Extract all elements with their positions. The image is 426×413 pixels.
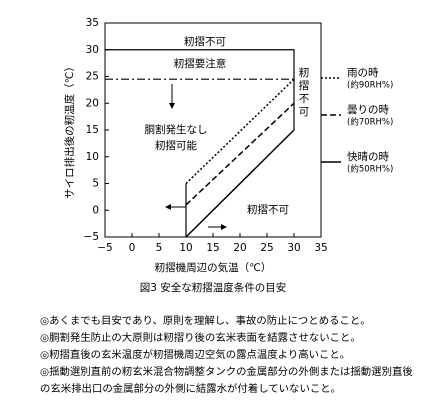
x-tick-label: −5: [97, 242, 112, 254]
annotation: 籾摺要注意: [174, 57, 227, 70]
y-tick-label: 15: [86, 124, 99, 136]
annotation: 籾: [299, 67, 310, 79]
y-tick-label: 10: [86, 151, 99, 163]
note: ◎揺動選別直前の籾玄米混合物調整タンクの金属部分の外側または揺動選別直後の玄米排…: [40, 366, 413, 395]
annotation: 可: [299, 106, 310, 118]
note: ◎籾摺直後の玄米温度が籾摺機周辺空気の露点温度より高いこと。: [40, 349, 351, 361]
legend-label: 雨の時: [347, 67, 379, 79]
y-axis-label: サイロ排出後の籾温度（℃）: [63, 61, 76, 199]
series-line: [185, 102, 295, 206]
x-tick-label: 25: [260, 242, 273, 254]
legend-sublabel: (約50RH%): [347, 164, 393, 175]
annotation: 籾摺不可: [184, 35, 226, 48]
legend-sublabel: (約70RH%): [347, 117, 393, 128]
chart-title: 図3 安全な籾摺温度条件の目安: [140, 281, 287, 294]
legend-sublabel: (約90RH%): [347, 80, 393, 91]
x-tick-label: 35: [314, 242, 327, 254]
x-tick-label: 15: [206, 242, 219, 254]
note: ◎あくまでも目安であり、原則を理解し、事故の防止につとめること。: [40, 315, 371, 327]
y-tick-label: 20: [86, 97, 99, 109]
note: ◎胴割発生防止の大原則は籾摺り後の玄米表面を結露させないこと。: [40, 332, 361, 344]
x-tick-label: 20: [233, 242, 246, 254]
chart: 図3 安全な籾摺温度条件の目安 籾摺機周辺の気温（℃） サイロ排出後の籾温度（℃…: [63, 17, 393, 294]
y-tick-label: 35: [86, 17, 99, 29]
y-tick-label: 5: [92, 178, 99, 190]
annotation: 胴割発生なし: [145, 123, 208, 136]
y-tick-label: 0: [92, 204, 99, 216]
legend-label: 快晴の時: [347, 150, 389, 163]
y-tick-label: 25: [86, 71, 99, 83]
y-tick-label: −5: [84, 231, 99, 243]
annotation: 籾摺可能: [155, 139, 197, 152]
annotation: 摺: [299, 79, 310, 92]
notes: ◎あくまでも目安であり、原則を理解し、事故の防止につとめること。 ◎胴割発生防止の…: [40, 313, 416, 398]
series-line: [185, 78, 295, 185]
y-tick-label: 30: [86, 44, 99, 56]
annotation: 不: [299, 93, 310, 105]
x-tick-label: 5: [156, 242, 163, 254]
legend-label: 曇りの時: [347, 104, 389, 116]
series-line: [185, 129, 295, 238]
annotation: 籾摺不可: [247, 203, 289, 216]
x-axis-label: 籾摺機周辺の気温（℃）: [155, 261, 272, 274]
x-tick-label: 10: [179, 242, 192, 254]
x-tick-label: 30: [287, 242, 300, 254]
x-tick-label: 0: [129, 242, 136, 254]
